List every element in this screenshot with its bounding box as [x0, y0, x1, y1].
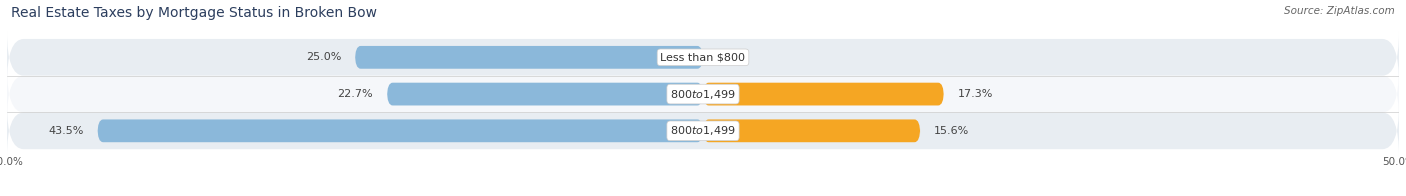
Text: 15.6%: 15.6%	[934, 126, 969, 136]
FancyBboxPatch shape	[703, 119, 920, 142]
FancyBboxPatch shape	[97, 119, 703, 142]
Text: Real Estate Taxes by Mortgage Status in Broken Bow: Real Estate Taxes by Mortgage Status in …	[11, 6, 377, 20]
Text: $800 to $1,499: $800 to $1,499	[671, 88, 735, 101]
Text: 0.0%: 0.0%	[717, 52, 745, 62]
FancyBboxPatch shape	[387, 83, 703, 105]
Text: 25.0%: 25.0%	[305, 52, 342, 62]
Text: 43.5%: 43.5%	[48, 126, 83, 136]
FancyBboxPatch shape	[7, 32, 1399, 83]
Text: 22.7%: 22.7%	[337, 89, 373, 99]
Text: Source: ZipAtlas.com: Source: ZipAtlas.com	[1284, 6, 1395, 16]
FancyBboxPatch shape	[354, 46, 703, 69]
Legend: Without Mortgage, With Mortgage: Without Mortgage, With Mortgage	[588, 193, 818, 196]
FancyBboxPatch shape	[7, 68, 1399, 120]
Text: Less than $800: Less than $800	[661, 52, 745, 62]
FancyBboxPatch shape	[7, 105, 1399, 157]
Text: $800 to $1,499: $800 to $1,499	[671, 124, 735, 137]
FancyBboxPatch shape	[703, 83, 943, 105]
Text: 17.3%: 17.3%	[957, 89, 993, 99]
